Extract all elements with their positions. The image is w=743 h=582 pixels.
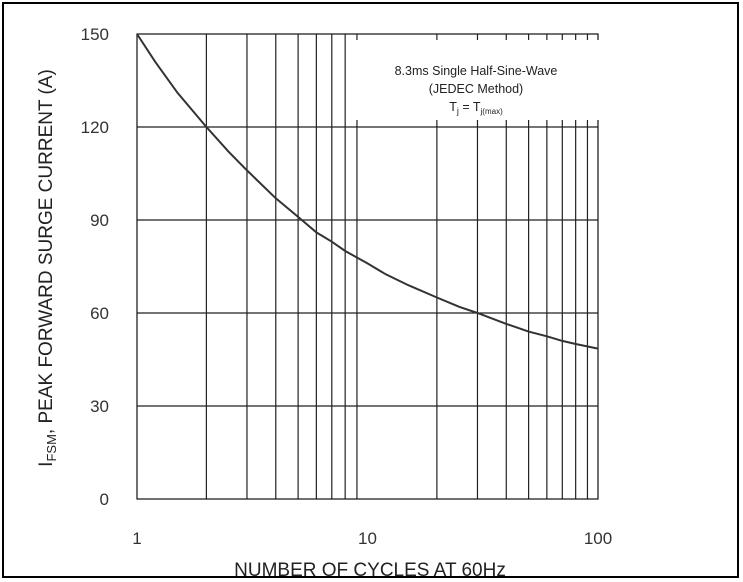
- y-axis-title: IFSM, PEAK FORWARD SURGE CURRENT (A): [36, 69, 59, 467]
- annotation-tj-sub: j: [456, 106, 459, 116]
- y-tick-label: 30: [90, 397, 109, 416]
- y-axis-title-rest: , PEAK FORWARD SURGE CURRENT (A): [36, 69, 57, 434]
- plot-border: [136, 33, 599, 500]
- y-tick-label: 90: [90, 211, 109, 230]
- x-tick-label: 1: [132, 529, 141, 548]
- annotation-eq: = T: [459, 100, 481, 114]
- tick-labels: 0 30 60 90 120 150 1 10 100: [81, 25, 613, 548]
- annotation-line-3: Tj = Tj(max): [449, 100, 503, 116]
- y-tick-label: 60: [90, 304, 109, 323]
- y-tick-label: 120: [81, 118, 109, 137]
- x-tick-label: 100: [584, 529, 612, 548]
- annotation-box: [350, 40, 600, 120]
- y-axis-title-main: I: [36, 462, 57, 467]
- annotation-tjmax-sub: j(max): [480, 107, 504, 116]
- x-tick-label: 10: [358, 529, 377, 548]
- annotation-line-1: 8.3ms Single Half-Sine-Wave: [395, 64, 558, 78]
- y-tick-label: 150: [81, 25, 109, 44]
- x-axis-title: NUMBER OF CYCLES AT 60Hz: [234, 560, 506, 581]
- surge-curve-line: [136, 33, 599, 350]
- y-axis-title-sub: FSM: [44, 434, 59, 461]
- annotation-tj-main: T: [449, 100, 457, 114]
- annotation-line-2: (JEDEC Method): [429, 82, 523, 96]
- y-tick-label: 0: [100, 490, 109, 509]
